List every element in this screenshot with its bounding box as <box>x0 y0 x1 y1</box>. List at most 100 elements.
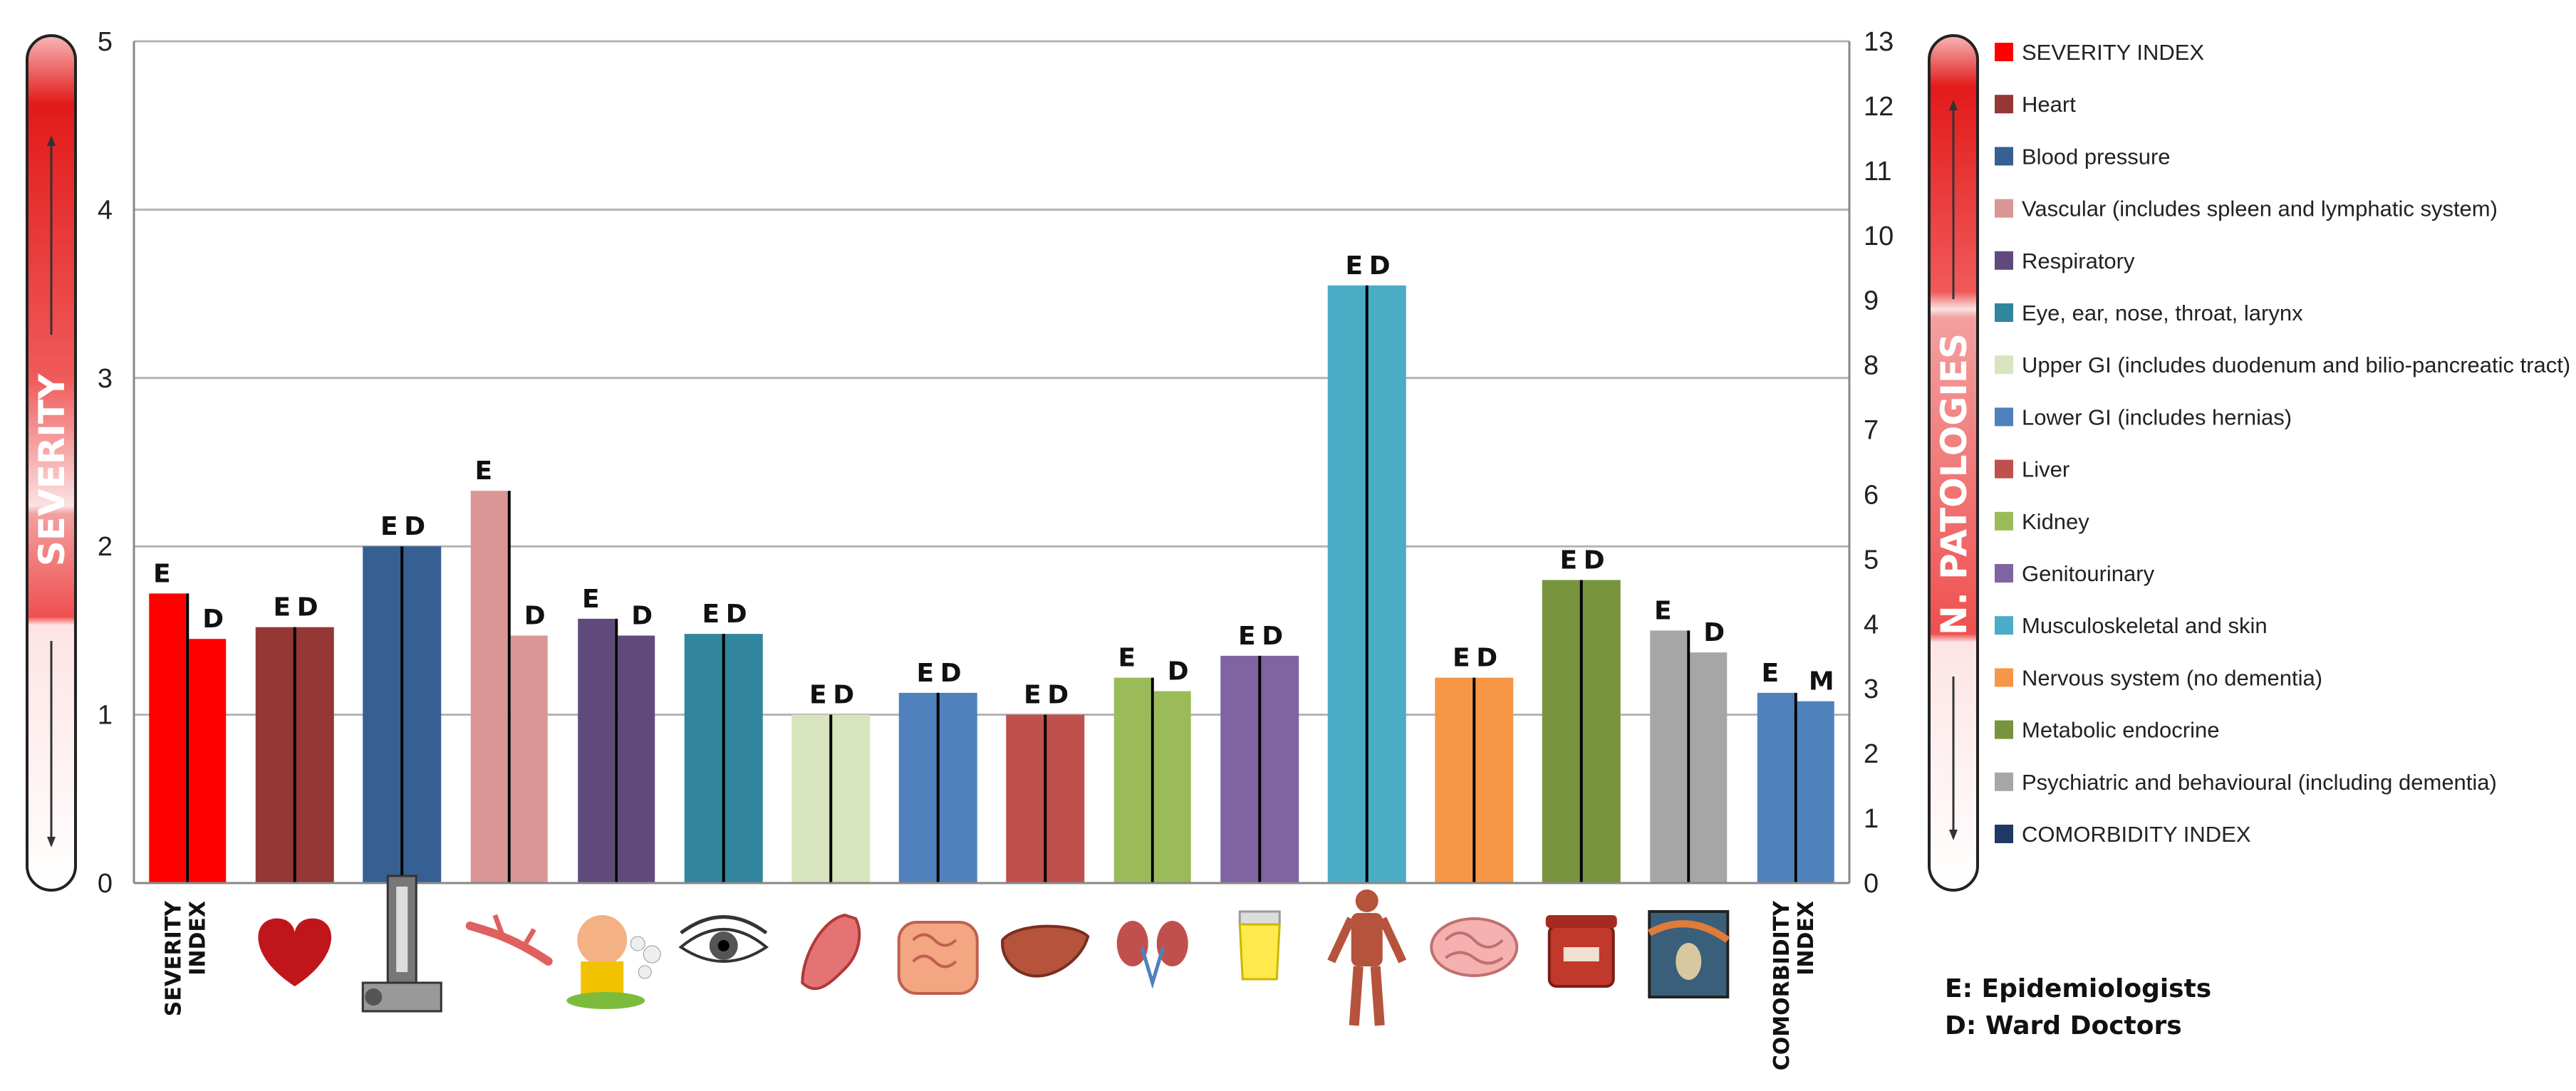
right-tick-label: 1 <box>1864 804 1879 834</box>
bar-tag: D <box>1047 681 1069 710</box>
bar <box>1650 630 1688 883</box>
legend-label: COMORBIDITY INDEX <box>2022 822 2251 847</box>
sugar-jar-icon <box>1545 915 1617 988</box>
bar-tag: E <box>380 512 398 541</box>
bar-tag: D <box>1369 251 1391 281</box>
legend-label: Musculoskeletal and skin <box>2022 613 2268 638</box>
bar-tag: D <box>1584 546 1605 575</box>
legend-label: Upper GI (includes duodenum and bilio-pa… <box>2022 353 2570 377</box>
legend-entry: SEVERITY INDEX <box>1995 40 2204 65</box>
left-tick-label: 3 <box>98 364 113 394</box>
bar-group: ED <box>149 559 227 883</box>
bar-tag: D <box>1703 618 1725 647</box>
bar-group: ED <box>578 585 655 883</box>
bar-tag: D <box>297 593 318 622</box>
coughing-person-icon <box>566 915 661 1009</box>
legend-swatch <box>1995 95 2013 114</box>
bar-tag: E <box>809 681 827 710</box>
legend-swatch <box>1995 720 2013 739</box>
legend-swatch <box>1995 43 2013 61</box>
bar <box>470 491 508 883</box>
right-axis-title: N. PATOLOGIES <box>1933 333 1975 635</box>
right-tick-label: 12 <box>1864 92 1894 122</box>
legend-entry: Upper GI (includes duodenum and bilio-pa… <box>1995 353 2570 377</box>
bar-tag: E <box>1453 644 1470 673</box>
bar-tag: E <box>1024 681 1042 710</box>
bar-tag: E <box>916 659 934 688</box>
legend-label: Respiratory <box>2022 249 2135 273</box>
legend-label: Heart <box>2022 92 2076 117</box>
legend-entry: Blood pressure <box>1995 144 2171 169</box>
left-tick-label: 4 <box>98 195 113 225</box>
legend: SEVERITY INDEX Heart Blood pressure Vascula… <box>1995 40 2570 847</box>
bar-tag: E <box>702 600 720 629</box>
legend-swatch <box>1995 199 2013 218</box>
bar-tag: E <box>1559 546 1577 575</box>
legend-entry: Respiratory <box>1995 249 2135 273</box>
left-tick-label: 2 <box>98 532 113 562</box>
legend-entry: Lower GI (includes hernias) <box>1995 404 2292 429</box>
legend-label: Kidney <box>2022 509 2089 534</box>
legend-label: Blood pressure <box>2022 144 2171 169</box>
stomach-icon <box>801 913 861 991</box>
blood-pressure-gauge-icon <box>361 875 442 1013</box>
legend-entry: Heart <box>1995 92 2076 117</box>
notes: E: Epidemiologists D: Ward Doctors <box>1945 974 2211 1040</box>
right-tick-label: 10 <box>1864 221 1894 251</box>
bar-tag: E <box>1345 251 1363 281</box>
bar-tag: D <box>404 512 425 541</box>
legend-label: Liver <box>2022 457 2069 482</box>
bar <box>618 635 655 883</box>
muscle-figure-icon <box>1327 889 1407 1026</box>
blood-vessel-icon <box>465 914 553 966</box>
patologies-thermometer: N. PATOLOGIES <box>1928 34 1979 892</box>
urine-cup-icon <box>1238 910 1281 981</box>
bar <box>1113 677 1151 883</box>
bar-tag: E <box>1654 596 1672 625</box>
bar <box>1797 701 1834 883</box>
bar <box>189 639 227 883</box>
bar <box>510 635 548 883</box>
legend-entry: Vascular (includes spleen and lymphatic … <box>1995 197 2498 221</box>
legend-swatch <box>1995 407 2013 427</box>
bar-tag: D <box>1262 622 1283 651</box>
legend-swatch <box>1995 616 2013 635</box>
bar-tag: D <box>833 681 854 710</box>
right-tick-label: 3 <box>1864 674 1879 704</box>
heart-icon <box>258 918 332 986</box>
legend-swatch <box>1995 668 2013 687</box>
legend-entry: Kidney <box>1995 509 2089 534</box>
legend-entry: Nervous system (no dementia) <box>1995 665 2322 690</box>
plot-frame <box>133 41 1851 884</box>
right-tick-label: 13 <box>1864 27 1894 57</box>
left-axis-title: SEVERITY <box>31 373 73 566</box>
bar-tag: E <box>1118 644 1136 673</box>
legend-swatch <box>1995 355 2013 375</box>
legend-swatch <box>1995 511 2013 531</box>
brain-icon <box>1430 917 1519 977</box>
right-tick-label: 7 <box>1864 416 1879 446</box>
bar-tag: D <box>524 601 546 630</box>
category-label: INDEX <box>185 901 210 976</box>
bar-group: ED <box>1650 596 1728 883</box>
bar-tag: D <box>940 659 962 688</box>
legend-label: Psychiatric and behavioural (including d… <box>2022 770 2497 795</box>
left-tick-label: 0 <box>98 869 113 899</box>
bar-tag: D <box>1168 657 1189 687</box>
right-tick-label: 5 <box>1864 545 1879 575</box>
legend-swatch <box>1995 772 2013 791</box>
legend-swatch <box>1995 825 2013 843</box>
bar-tag: E <box>153 559 171 588</box>
legend-label: Metabolic endocrine <box>2022 718 2219 743</box>
intestine-icon <box>897 921 979 995</box>
scream-painting-icon <box>1647 910 1730 998</box>
bar-group: ED <box>470 456 548 883</box>
right-tick-label: 11 <box>1864 157 1891 187</box>
